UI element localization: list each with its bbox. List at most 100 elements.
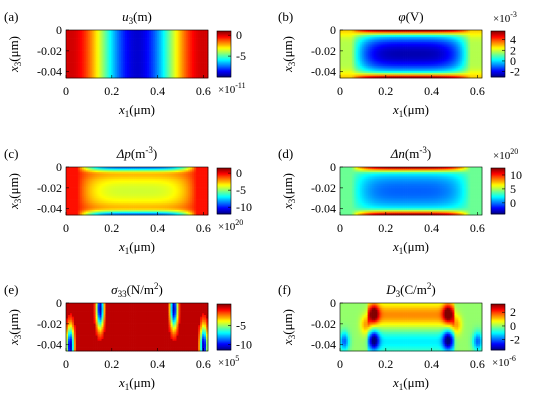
heatmap-cell [395,31,398,34]
heatmap-cell [341,60,345,63]
heatmap-cell [397,43,400,46]
heatmap-cell [371,35,374,38]
heatmap-cell [416,38,420,41]
heatmap-cell [422,47,426,50]
heatmap-cell [129,74,132,77]
heatmap-cell [458,36,461,39]
heatmap-cell [198,30,201,33]
heatmap-cell [409,54,412,57]
heatmap-cell [466,57,469,60]
heatmap-cell [355,30,359,33]
heatmap-cell [399,36,402,39]
heatmap-cell [160,43,163,46]
heatmap-cell [403,66,406,69]
heatmap-cell [188,45,191,48]
heatmap-cell [105,59,108,62]
heatmap-cell [125,71,128,74]
heatmap-cell [125,59,128,62]
heatmap-cell [81,43,85,46]
heatmap-cell [156,45,160,48]
heatmap-cell [454,33,457,36]
heatmap-cell [391,50,394,53]
heatmap-cell [148,52,152,55]
heatmap-cell [371,54,374,57]
heatmap-cell [397,48,400,51]
heatmap-cell [176,52,179,55]
heatmap-cell [426,64,430,67]
heatmap-cell [71,67,75,70]
heatmap-cell [79,55,83,58]
heatmap-cell [343,30,347,33]
heatmap-cell [204,50,207,53]
heatmap-cell [69,64,73,67]
heatmap-cell [381,52,384,55]
heatmap-cell [69,60,73,63]
heatmap-cell [411,36,414,39]
heatmap-cell [444,36,447,39]
heatmap-cell [412,33,416,36]
heatmap-cell [93,54,96,57]
x-tick-label: 0 [337,84,343,98]
heatmap-cell [452,42,455,45]
heatmap-cell [109,60,112,63]
heatmap-cell [414,31,418,34]
heatmap-cell [430,64,434,67]
heatmap-cell [411,47,414,50]
heatmap-cell [379,30,382,33]
heatmap-cell [412,30,416,33]
heatmap-cell [371,60,374,63]
heatmap-cell [66,47,69,50]
heatmap-cell [184,30,187,33]
heatmap-cell [178,72,181,75]
heatmap-cell [448,42,451,45]
heatmap-cell [83,62,87,65]
heatmap-cell [351,47,355,50]
heatmap-cell [174,43,177,46]
heatmap-cell [367,52,370,55]
heatmap-cell [154,64,158,67]
heatmap-cell [428,38,432,41]
heatmap-cell [156,57,160,60]
heatmap-cell [403,62,406,65]
heatmap-cell [166,45,169,48]
heatmap-cell [182,48,185,51]
heatmap-cell [150,38,154,41]
panel-label: (c) [4,146,18,161]
heatmap-cell [133,36,136,39]
heatmap-cell [446,57,449,60]
heatmap-cell [83,55,87,58]
heatmap-cell [359,35,363,38]
heatmap-cell [115,60,118,63]
heatmap-cell [115,52,118,55]
heatmap-cell [168,33,171,36]
heatmap-cell [109,74,112,77]
heatmap-cell [355,64,359,67]
heatmap-cell [81,35,85,38]
heatmap-cell [89,72,92,75]
heatmap-cell [105,64,108,67]
heatmap-cell [75,55,79,58]
heatmap-cell [113,64,116,67]
heatmap-cell [357,31,361,34]
heatmap-cell [401,38,404,41]
heatmap-cell [436,62,439,65]
heatmap-cell [340,45,343,48]
heatmap-cell [389,47,392,50]
heatmap-cell [109,33,112,36]
heatmap-cell [103,71,106,74]
heatmap-cell [373,40,376,43]
heatmap-cell [184,72,187,75]
heatmap-cell [168,30,171,33]
heatmap-cell [89,31,92,34]
heatmap-cell [206,64,209,67]
heatmap-cell [73,69,77,72]
heatmap-cell [77,36,81,39]
heatmap-cell [194,42,197,45]
heatmap-cell [206,57,209,60]
heatmap-cell [79,38,83,41]
heatmap-cell [434,35,437,38]
heatmap-cell [194,62,197,65]
heatmap-cell [127,33,130,36]
heatmap-cell [347,45,351,48]
heatmap-cell [456,54,459,57]
